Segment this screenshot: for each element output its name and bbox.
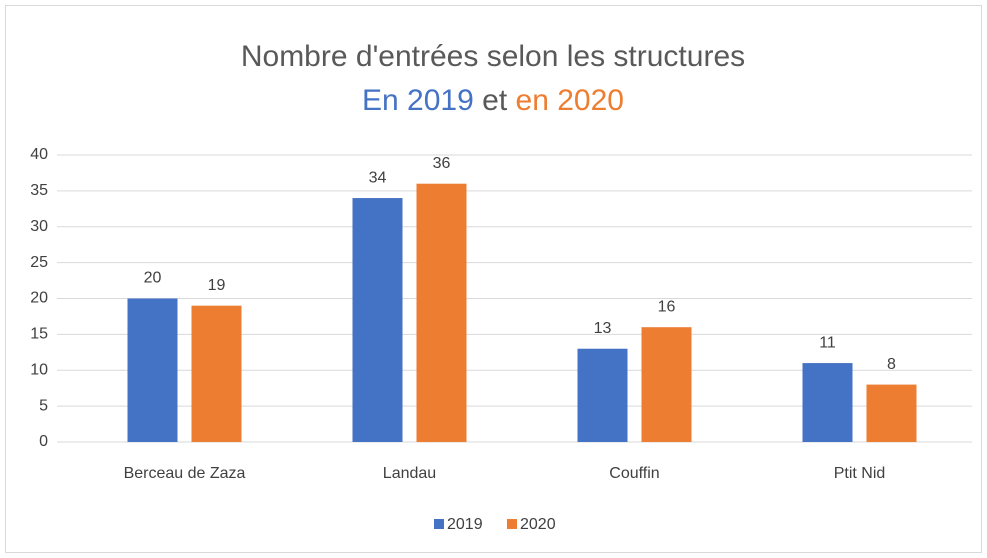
bar — [352, 198, 403, 442]
value-label: 16 — [658, 298, 676, 315]
bar — [802, 363, 853, 442]
legend-swatch — [507, 519, 517, 529]
bar — [641, 327, 692, 442]
legend-swatch — [434, 519, 444, 529]
y-tick-label: 35 — [30, 182, 48, 199]
y-tick-label: 40 — [30, 146, 48, 163]
y-tick-label: 10 — [30, 361, 48, 378]
chart-border — [5, 5, 982, 553]
y-tick-label: 0 — [39, 433, 48, 450]
bar — [191, 305, 242, 442]
y-tick-label: 5 — [39, 397, 48, 414]
subtitle-part: En 2019 — [362, 84, 474, 117]
value-label: 34 — [369, 169, 387, 186]
value-label: 11 — [819, 334, 836, 351]
bar — [416, 183, 467, 442]
legend-label: 2019 — [447, 516, 483, 533]
y-tick-label: 25 — [30, 254, 48, 271]
value-label: 36 — [433, 155, 451, 172]
y-tick-label: 15 — [30, 326, 48, 343]
x-tick-label: Couffin — [609, 465, 659, 482]
value-label: 8 — [887, 356, 896, 373]
y-tick-label: 20 — [30, 290, 48, 307]
bar — [127, 298, 178, 442]
x-tick-label: Ptit Nid — [834, 465, 886, 482]
value-label: 13 — [594, 320, 612, 337]
bar — [866, 384, 917, 442]
bar — [577, 348, 628, 442]
legend-label: 2020 — [520, 516, 556, 533]
subtitle-part: en 2020 — [516, 84, 624, 117]
y-tick-label: 30 — [30, 218, 48, 235]
x-tick-label: Berceau de Zaza — [124, 465, 246, 482]
value-label: 19 — [208, 277, 226, 294]
chart-subtitle: En 2019 et en 2020 — [362, 84, 624, 117]
x-tick-label: Landau — [383, 465, 436, 482]
value-label: 20 — [144, 270, 162, 287]
subtitle-part: et — [482, 84, 508, 117]
chart-title: Nombre d'entrées selon les structures — [241, 40, 745, 73]
